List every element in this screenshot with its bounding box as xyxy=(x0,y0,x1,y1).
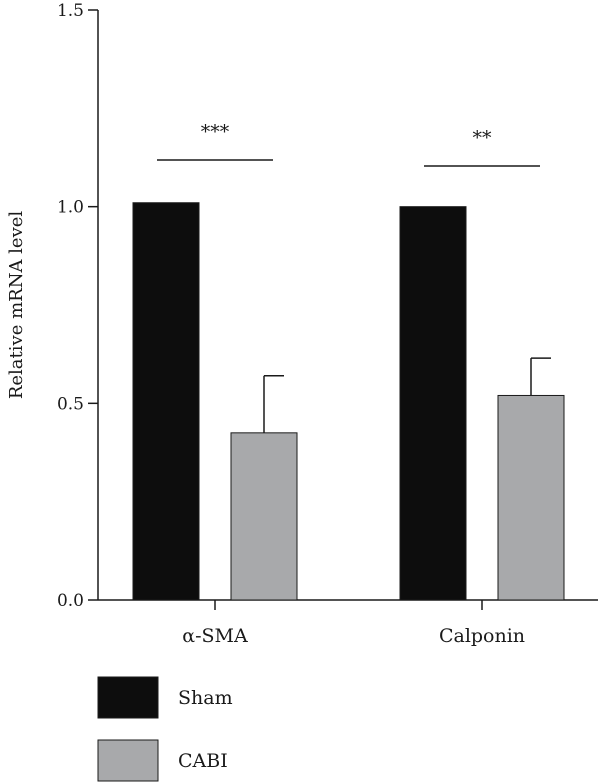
significance-annotations: *** ** xyxy=(157,121,540,167)
bar-sham xyxy=(399,206,467,601)
legend-label-cabi: CABI xyxy=(178,750,228,772)
x-tick-label: Calponin xyxy=(439,625,525,647)
y-axis-label: Relative mRNA level xyxy=(6,211,27,400)
legend-label-sham: Sham xyxy=(178,687,233,709)
bar-sham xyxy=(132,202,200,601)
legend: Sham CABI xyxy=(97,676,233,782)
x-tick-label: α-SMA xyxy=(182,625,248,647)
y-tick-label: 1.5 xyxy=(57,1,84,21)
y-tick-label: 1.0 xyxy=(57,198,84,218)
y-tick-label: 0.0 xyxy=(57,591,84,611)
significance-label: ** xyxy=(473,127,493,149)
legend-swatch-sham xyxy=(97,676,159,719)
bars xyxy=(132,202,565,601)
bar-cabi xyxy=(497,394,565,601)
legend-swatch-cabi xyxy=(97,739,159,782)
y-tick-label: 0.5 xyxy=(57,394,84,414)
significance-label: *** xyxy=(201,121,230,143)
bar-cabi xyxy=(230,432,298,601)
